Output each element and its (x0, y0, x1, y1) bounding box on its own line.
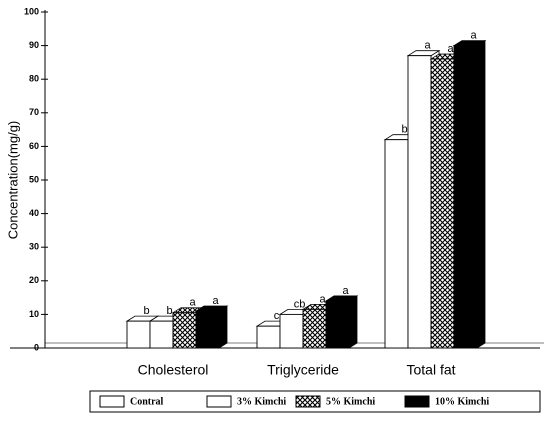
bar (256, 325, 281, 349)
legend-swatch (99, 395, 125, 408)
y-tick-label: 10 (29, 309, 39, 319)
bar-letter: a (189, 297, 196, 309)
legend-label: Contral (130, 396, 164, 407)
bar (279, 313, 304, 349)
y-tick-label: 70 (29, 107, 39, 117)
bar (453, 45, 478, 349)
y-axis-label: Concentration(mg/g) (5, 121, 20, 240)
bar-letter: b (166, 305, 172, 317)
legend-swatch (295, 395, 321, 408)
bar-letter: a (319, 293, 326, 305)
y-tick-label: 30 (29, 242, 39, 252)
legend-label: 10% Kimchi (435, 396, 489, 407)
bar-letter: a (342, 285, 349, 297)
y-tick-label: 80 (29, 74, 39, 84)
bar-letter: a (424, 40, 431, 52)
bar (430, 58, 455, 349)
bar-side (476, 39, 486, 349)
bar (172, 312, 197, 349)
bar (149, 320, 174, 349)
bar (325, 300, 350, 349)
y-tick-label: 90 (29, 40, 39, 50)
y-tick-label: 100 (24, 6, 39, 16)
y-tick-label: 60 (29, 141, 39, 151)
y-tick-label: 50 (29, 174, 39, 184)
x-tick-label: Total fat (406, 362, 455, 378)
bar (302, 308, 327, 349)
bar (384, 139, 409, 349)
bar-letter: cb (294, 298, 306, 310)
bar-letter: c (274, 310, 280, 322)
y-tick-label: 20 (29, 275, 39, 285)
bar (407, 55, 432, 349)
legend-box (89, 390, 541, 413)
bar (126, 320, 151, 349)
x-tick-label: Triglyceride (267, 362, 339, 378)
bar-side (348, 295, 358, 349)
y-tick-label: 0 (34, 342, 39, 352)
bar (195, 310, 220, 349)
bar-letter: a (470, 30, 477, 42)
x-tick-label: Cholesterol (138, 362, 209, 378)
bar-letter: a (212, 295, 219, 307)
bar-side (218, 305, 228, 349)
bar-letter: a (447, 43, 454, 55)
y-tick-label: 40 (29, 208, 39, 218)
legend-label: 3% Kimchi (237, 396, 286, 407)
legend-swatch (206, 395, 232, 408)
legend-label: 5% Kimchi (326, 396, 375, 407)
legend-swatch (404, 395, 430, 408)
bar-letter: b (143, 305, 149, 317)
bar-letter: b (401, 124, 407, 136)
